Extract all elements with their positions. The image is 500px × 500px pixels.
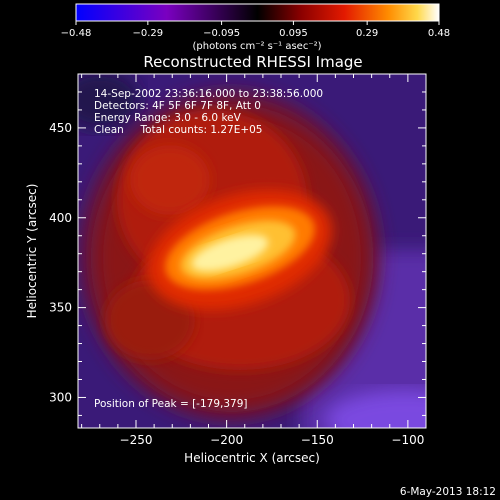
colorbar-tick-label: −0.48 — [61, 28, 92, 39]
colorbar-tick-label: 0.29 — [356, 28, 378, 39]
colorbar-tick-label: −0.29 — [133, 28, 164, 39]
annotation-energy-range: Energy Range: 3.0 - 6.0 keV — [94, 112, 242, 124]
annotation-peak-position: Position of Peak = [-179,379] — [94, 398, 248, 410]
annotation-time-range: 14-Sep-2002 23:36:16.000 to 23:38:56.000 — [94, 88, 323, 100]
colorbar-unit-label: (photons cm⁻² s⁻¹ asec⁻²) — [192, 41, 321, 52]
x-tick-label: −150 — [301, 433, 334, 447]
y-axis-label: Heliocentric Y (arcsec) — [25, 184, 39, 319]
x-axis-label: Heliocentric X (arcsec) — [184, 451, 320, 465]
colorbar-tick-label: −0.095 — [203, 28, 240, 39]
colorbar-tick-label: 0.095 — [279, 28, 308, 39]
colorbar-tick-label: 0.48 — [428, 28, 450, 39]
y-axis-ticks: 300 350 400 450 — [49, 91, 426, 416]
x-tick-label: −250 — [120, 433, 153, 447]
y-tick-label: 300 — [49, 390, 72, 404]
chart-title: Reconstructed RHESSI Image — [143, 53, 362, 71]
annotation-clean-total: Clean Total counts: 1.27E+05 — [94, 124, 263, 136]
x-tick-label: −100 — [391, 433, 424, 447]
y-tick-label: 450 — [49, 121, 72, 135]
heatmap-image — [78, 74, 426, 428]
x-axis-ticks: −250 −200 −150 −100 — [81, 74, 427, 447]
y-tick-label: 350 — [49, 301, 72, 315]
annotation-detectors: Detectors: 4F 5F 6F 7F 8F, Att 0 — [94, 100, 261, 112]
x-tick-label: −200 — [210, 433, 243, 447]
plot-frame — [77, 73, 427, 429]
colorbar — [75, 3, 440, 22]
y-tick-label: 400 — [49, 211, 72, 225]
colorbar-ticks: −0.48 −0.29 −0.095 0.095 0.29 0.48 — [61, 21, 450, 39]
date-stamp: 6-May-2013 18:12 — [400, 486, 496, 498]
